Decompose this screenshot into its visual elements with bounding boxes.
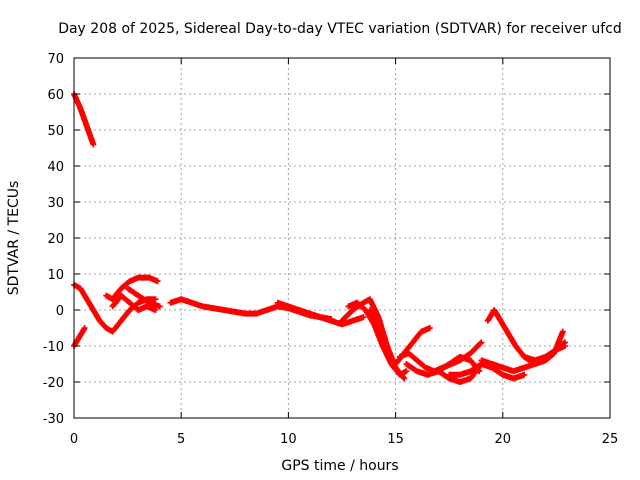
- series-track-1: [71, 91, 97, 148]
- data-point-track: [403, 353, 483, 378]
- series-track-4: [103, 274, 161, 303]
- data-point-track: [124, 285, 163, 310]
- data-point-track: [521, 328, 566, 367]
- y-tick-label: 10: [47, 268, 64, 283]
- x-tick-label: 15: [387, 432, 404, 447]
- series-track-18: [521, 328, 566, 367]
- x-axis-ticks: 0 5 10 15 20 25: [70, 58, 618, 447]
- y-tick-label: 50: [47, 124, 64, 139]
- data-point-track: [446, 361, 528, 382]
- series-track-7: [167, 296, 335, 322]
- data-point-track: [71, 91, 97, 148]
- y-tick-label: 60: [47, 88, 64, 103]
- y-tick-label: -30: [43, 412, 64, 427]
- y-axis-ticks: -30 -20 -10 0 10 20 30 40 50 60 70: [43, 52, 610, 427]
- x-tick-label: 5: [177, 432, 185, 447]
- series-track-6: [124, 285, 163, 310]
- y-tick-label: -10: [43, 340, 64, 355]
- data-point-track: [484, 307, 568, 364]
- data-point-track: [103, 274, 161, 303]
- series-track-15: [446, 361, 528, 382]
- series-track-16: [484, 307, 568, 364]
- y-tick-label: 40: [47, 160, 64, 175]
- y-tick-label: 30: [47, 196, 64, 211]
- data-point-track: [109, 292, 159, 313]
- x-tick-label: 0: [70, 432, 78, 447]
- chart-title: Day 208 of 2025, Sidereal Day-to-day VTE…: [58, 21, 622, 37]
- data-marks: [71, 91, 568, 385]
- x-tick-label: 25: [602, 432, 619, 447]
- series-track-8: [274, 299, 367, 328]
- x-tick-label: 20: [495, 432, 512, 447]
- y-tick-label: 20: [47, 232, 64, 247]
- data-point-track: [167, 296, 335, 322]
- grid-lines: [74, 58, 610, 418]
- y-axis-label: SDTVAR / TECUs: [6, 181, 22, 296]
- y-tick-label: -20: [43, 376, 64, 391]
- x-tick-label: 10: [280, 432, 297, 447]
- series-track-5: [109, 292, 159, 313]
- y-tick-label: 70: [47, 52, 64, 67]
- y-tick-label: 0: [56, 304, 64, 319]
- x-axis-label: GPS time / hours: [281, 458, 398, 474]
- data-point-track: [274, 299, 367, 328]
- series-track-13: [403, 353, 483, 378]
